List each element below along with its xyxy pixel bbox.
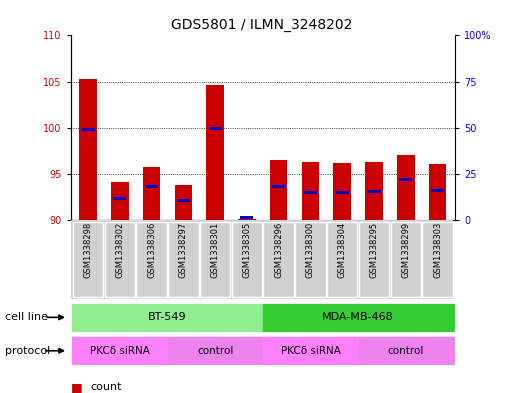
Bar	[79, 79, 97, 220]
Bar	[304, 191, 317, 194]
FancyBboxPatch shape	[264, 222, 294, 297]
FancyBboxPatch shape	[168, 222, 199, 297]
Bar	[111, 182, 129, 220]
Text: PKCδ siRNA: PKCδ siRNA	[280, 346, 340, 356]
Text: GSM1338306: GSM1338306	[147, 222, 156, 278]
Bar	[177, 199, 190, 202]
Bar	[209, 127, 222, 130]
FancyBboxPatch shape	[295, 222, 326, 297]
FancyBboxPatch shape	[391, 222, 421, 297]
Bar	[145, 185, 158, 189]
Bar	[302, 162, 319, 220]
Text: ■: ■	[71, 380, 82, 393]
Text: control: control	[388, 346, 424, 356]
Bar	[431, 189, 444, 192]
Text: GDS5801 / ILMN_3248202: GDS5801 / ILMN_3248202	[171, 18, 352, 32]
Bar	[334, 163, 351, 220]
FancyBboxPatch shape	[137, 222, 167, 297]
FancyBboxPatch shape	[73, 222, 104, 297]
Bar	[241, 216, 254, 219]
Bar	[365, 162, 383, 220]
Text: GSM1338297: GSM1338297	[179, 222, 188, 278]
Text: GSM1338301: GSM1338301	[211, 222, 220, 278]
Text: PKCδ siRNA: PKCδ siRNA	[90, 346, 150, 356]
Text: GSM1338298: GSM1338298	[84, 222, 93, 278]
Text: BT-549: BT-549	[148, 312, 187, 322]
Bar	[82, 128, 95, 131]
FancyBboxPatch shape	[359, 222, 389, 297]
Text: GSM1338296: GSM1338296	[274, 222, 283, 278]
Text: count: count	[90, 382, 122, 392]
Bar	[264, 338, 360, 364]
Text: GSM1338302: GSM1338302	[116, 222, 124, 278]
Bar	[429, 164, 446, 220]
Bar	[207, 85, 224, 220]
Bar	[72, 304, 264, 331]
FancyBboxPatch shape	[422, 222, 453, 297]
Bar	[113, 197, 127, 200]
Bar	[264, 304, 455, 331]
Bar	[397, 156, 415, 220]
Text: GSM1338304: GSM1338304	[338, 222, 347, 278]
Bar	[175, 185, 192, 220]
Bar	[359, 338, 455, 364]
FancyBboxPatch shape	[200, 222, 231, 297]
Text: control: control	[197, 346, 233, 356]
Text: GSM1338295: GSM1338295	[369, 222, 379, 278]
Bar	[399, 178, 412, 181]
Text: cell line: cell line	[5, 312, 48, 322]
Bar	[272, 185, 285, 189]
Bar	[168, 338, 265, 364]
Text: GSM1338300: GSM1338300	[306, 222, 315, 278]
Bar	[238, 219, 256, 220]
FancyBboxPatch shape	[327, 222, 358, 297]
Text: GSM1338299: GSM1338299	[401, 222, 410, 278]
Text: protocol: protocol	[5, 346, 51, 356]
FancyBboxPatch shape	[105, 222, 135, 297]
FancyBboxPatch shape	[232, 222, 262, 297]
Text: GSM1338303: GSM1338303	[433, 222, 442, 278]
Bar	[270, 160, 288, 220]
Bar	[72, 338, 168, 364]
Text: GSM1338305: GSM1338305	[243, 222, 252, 278]
Bar	[368, 190, 381, 193]
Bar	[143, 167, 161, 220]
Bar	[336, 191, 349, 194]
Text: MDA-MB-468: MDA-MB-468	[322, 312, 394, 322]
